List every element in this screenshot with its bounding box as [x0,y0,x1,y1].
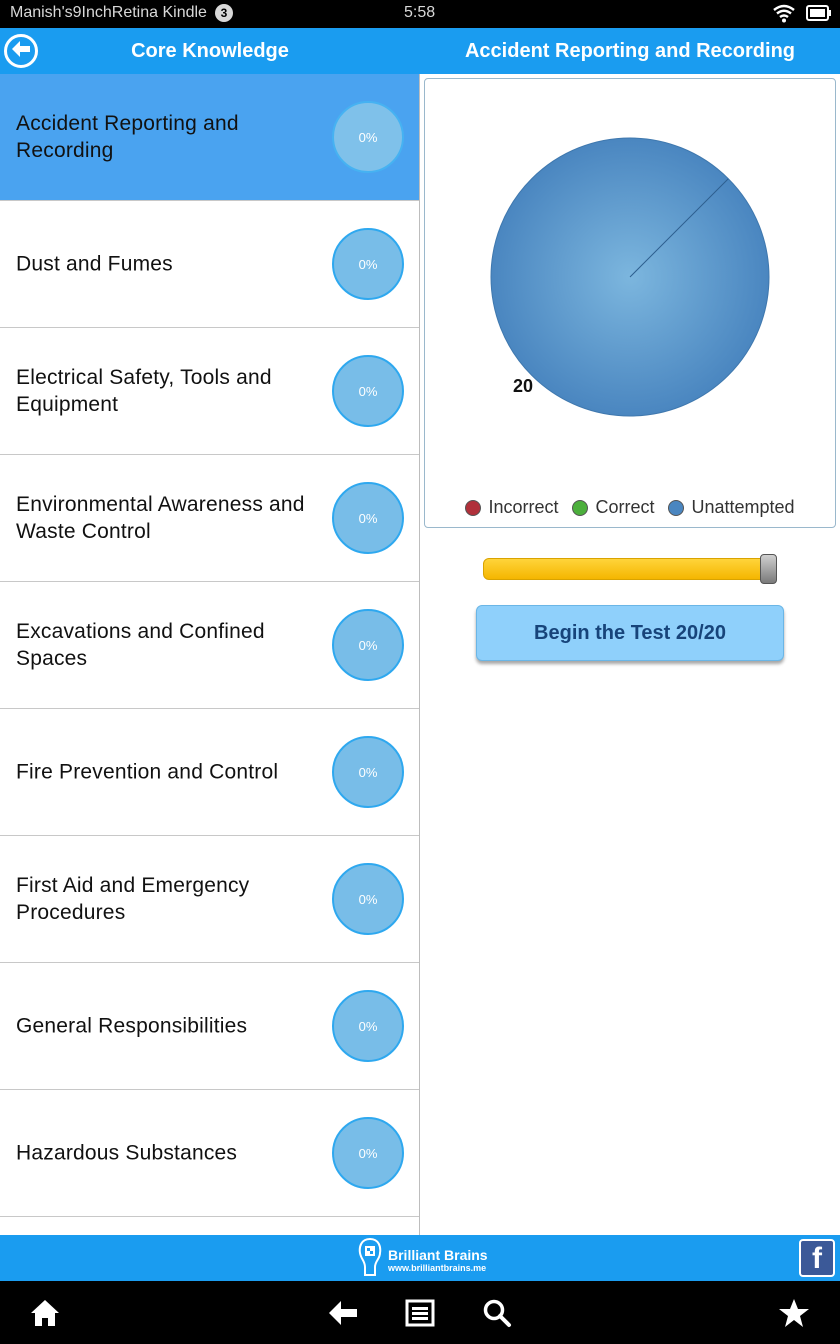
topic-list: Accident Reporting and Recording 0% Dust… [0,74,420,1235]
status-bar: Manish's9InchRetina Kindle 3 5:58 [0,0,840,28]
legend-label: Unattempted [691,497,795,517]
legend-swatch [572,499,589,516]
legend-item-unattempted: Unattempted [668,497,795,518]
topic-item-dust-fumes[interactable]: Dust and Fumes 0% [0,201,419,328]
star-icon[interactable] [778,1297,810,1329]
results-chart-card: 20 Incorrect Correct Unattempted [424,78,836,528]
topic-progress-badge: 0% [332,355,404,427]
section-title: Core Knowledge [131,40,289,62]
pie-chart: 20 [490,137,770,417]
topic-progress-badge: 0% [332,101,404,173]
topic-progress-badge: 0% [332,609,404,681]
wifi-icon [772,3,796,28]
topic-item-excavations[interactable]: Excavations and Confined Spaces 0% [0,582,419,709]
legend-swatch [465,499,482,516]
slider-thumb[interactable] [760,554,777,584]
legend-item-correct: Correct [572,497,654,518]
search-icon[interactable] [481,1297,513,1329]
topic-label: Dust and Fumes [16,252,173,276]
legend-label: Correct [595,497,655,517]
topic-label: Excavations and Confined Spaces [16,620,265,670]
topic-label: Hazardous Substances [16,1141,238,1165]
brand-bar: Brilliant Brains www.brilliantbrains.me … [0,1235,840,1281]
home-icon[interactable] [29,1297,61,1329]
topic-progress-badge: 0% [332,482,404,554]
topic-progress-badge: 0% [332,736,404,808]
brand-text: Brilliant Brains www.brilliantbrains.me [388,1247,488,1273]
back-button[interactable] [4,34,38,68]
legend-item-incorrect: Incorrect [465,497,558,518]
legend-swatch [668,499,685,516]
topic-item-environmental-awareness[interactable]: Environmental Awareness and Waste Contro… [0,455,419,582]
topic-progress-badge: 0% [332,1117,404,1189]
topic-item-electrical-safety[interactable]: Electrical Safety, Tools and Equipment 0… [0,328,419,455]
topic-label: Electrical Safety, Tools and Equipment [16,366,272,416]
topic-title: Accident Reporting and Recording [464,40,796,62]
chart-legend: Incorrect Correct Unattempted [425,497,835,518]
status-right [772,3,832,28]
facebook-icon[interactable]: f [799,1239,835,1277]
status-left: Manish's9InchRetina Kindle 3 [10,4,233,22]
topic-item-general-responsibilities[interactable]: General Responsibilities 0% [0,963,419,1090]
bottom-nav-bar [0,1281,840,1344]
topic-label: Environmental Awareness and Waste Contro… [16,493,305,543]
brand-logo[interactable]: Brilliant Brains www.brilliantbrains.me [356,1237,488,1282]
arrow-left-icon[interactable] [327,1297,359,1329]
slider-track[interactable] [483,558,777,580]
pie-slice-edge [629,178,729,278]
topic-progress-badge: 0% [332,863,404,935]
topic-item-accident-reporting[interactable]: Accident Reporting and Recording 0% [0,74,419,201]
topic-item-first-aid[interactable]: First Aid and Emergency Procedures 0% [0,836,419,963]
topic-label: General Responsibilities [16,1014,248,1038]
pie-data-label: 20 [513,376,533,396]
status-time: 5:58 [404,4,436,21]
topic-progress-badge: 0% [332,990,404,1062]
legend-label: Incorrect [488,497,559,517]
topic-item-fire-prevention[interactable]: Fire Prevention and Control 0% [0,709,419,836]
battery-icon [806,4,832,27]
topic-item-hazardous-substances[interactable]: Hazardous Substances 0% [0,1090,419,1217]
begin-test-button[interactable]: Begin the Test 20/20 [476,605,784,661]
app-header: Core Knowledge Accident Reporting and Re… [0,28,840,74]
brain-logo-icon [356,1237,384,1282]
device-name: Manish's9InchRetina Kindle [10,4,207,21]
topic-label: Accident Reporting and Recording [16,112,239,162]
question-count-slider[interactable] [483,554,777,584]
topic-label: Fire Prevention and Control [16,760,279,784]
notification-count-badge[interactable]: 3 [214,4,233,22]
brand-name: Brilliant Brains [388,1246,488,1263]
topic-label: First Aid and Emergency Procedures [16,874,250,924]
menu-list-icon[interactable] [404,1297,436,1329]
brand-url: www.brilliantbrains.me [388,1262,487,1273]
back-arrow-icon [10,39,32,64]
topic-progress-badge: 0% [332,228,404,300]
